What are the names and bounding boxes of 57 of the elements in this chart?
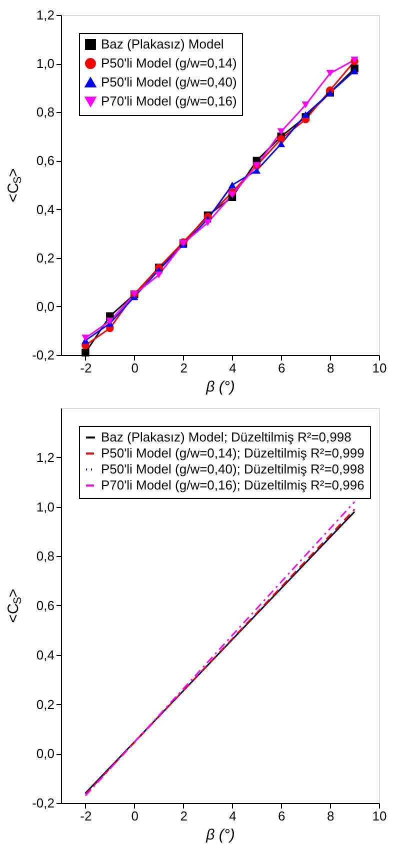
point [228,191,236,198]
point [350,68,358,74]
y-axis-title: <CS> [5,588,24,623]
x-tick-label: 10 [372,808,387,824]
point [228,182,236,188]
point [326,70,334,77]
x-tick-label: 8 [326,808,334,824]
point [302,111,310,118]
y-tick-label: 0,4 [36,202,54,217]
x-tick-label: 2 [180,360,188,376]
point [82,334,90,342]
x-tick-label: -2 [80,360,92,376]
y-tick-label: -0,2 [32,796,54,810]
legend-label: P50'li Model (g/w=0,14) [101,56,237,70]
legend-label: P50'li Model (g/w=0,14); Düzeltilmiş R²=0,999 [101,446,364,460]
y-tick-label: 0,0 [36,746,54,762]
point [277,128,286,135]
y-tick-label: 1,0 [36,56,54,72]
legend-label: P50'li Model (g/w=0,40) [101,74,237,90]
x-axis-title: β (°) [205,826,235,844]
y-tick-label: 0,8 [36,104,54,120]
x-tick-label: 0 [131,360,138,376]
y-tick-label: 1,2 [36,8,54,22]
point [82,348,90,356]
x-tick-label: 10 [372,360,387,376]
legend-label: P50'li Model (g/w=0,40); Düzeltilmiş R²=0,998 [101,462,364,476]
point [252,167,261,174]
y-tick-label: 0,4 [36,647,54,662]
x-tick-label: 6 [278,808,286,824]
legend-label: Baz (Plakasız) Model [101,36,224,52]
y-tick-label: 0,2 [36,696,54,712]
y-axis-title: <CS> [5,168,24,202]
y-tick-label: 0,6 [36,598,54,613]
x-tick-label: 2 [180,808,188,824]
x-tick-label: 6 [278,360,286,376]
point [277,134,286,143]
point [277,140,286,148]
y-tick-label: 1,0 [36,499,54,514]
y-tick-label: 1,2 [36,450,54,465]
legend-label: P70'li Model (g/w=0,16) [101,94,237,108]
x-axis-title: β (°) [205,378,235,396]
y-tick-label: 0,0 [36,298,54,314]
legend-label: Baz (Plakasız) Model; Düzeltilmiş R²=0,998 [101,430,352,444]
legend-label: P70'li Model (g/w=0,16); Düzeltilmiş R²=0,996 [101,478,364,492]
x-tick-label: -2 [80,808,92,824]
x-tick-label: 0 [131,808,138,824]
point [106,318,114,324]
y-tick-label: 0,8 [36,548,54,564]
point [154,272,163,278]
x-tick-label: 4 [229,360,236,376]
x-tick-label: 8 [326,360,334,376]
y-tick-label: -0,2 [32,348,54,362]
y-tick-label: 0,6 [36,153,54,168]
x-tick-label: 4 [229,808,236,824]
point [204,219,212,226]
y-tick-label: 0,2 [36,250,54,266]
point [302,102,310,108]
